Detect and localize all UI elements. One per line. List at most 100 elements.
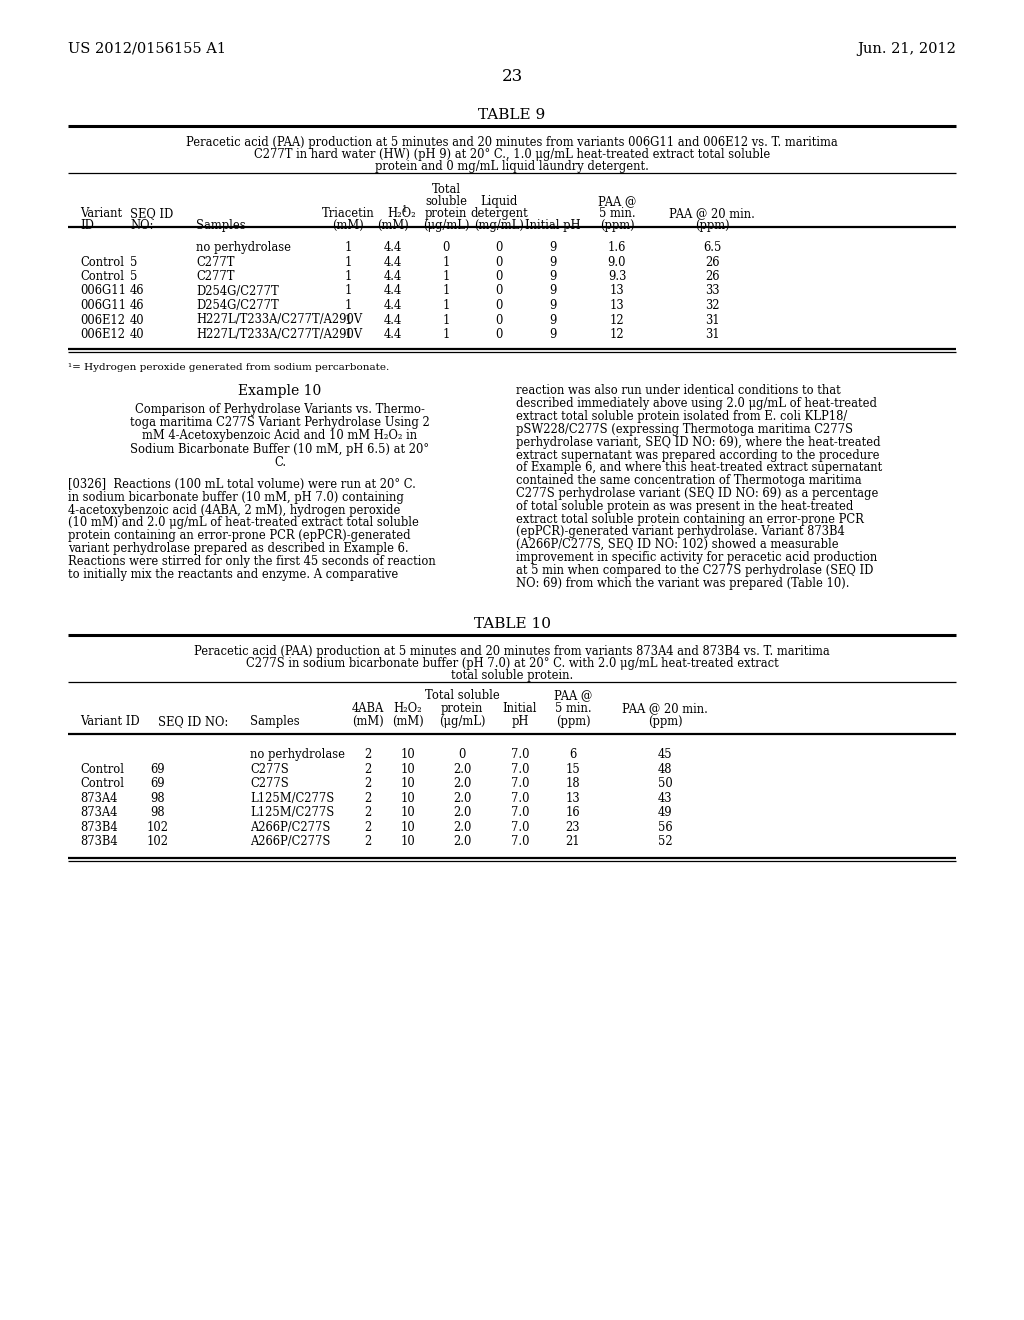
Text: H₂O₂: H₂O₂ (393, 702, 422, 715)
Text: L125M/C277S: L125M/C277S (250, 792, 334, 805)
Text: 13: 13 (609, 300, 625, 312)
Text: (mg/mL): (mg/mL) (474, 219, 524, 232)
Text: no perhydrolase: no perhydrolase (250, 748, 345, 762)
Text: protein: protein (440, 702, 483, 715)
Text: A266P/C277S: A266P/C277S (250, 821, 331, 834)
Text: to initially mix the reactants and enzyme. A comparative: to initially mix the reactants and enzym… (68, 568, 398, 581)
Text: 10: 10 (400, 748, 416, 762)
Text: 31: 31 (705, 327, 719, 341)
Text: protein and 0 mg/mL liquid laundry detergent.: protein and 0 mg/mL liquid laundry deter… (375, 160, 649, 173)
Text: 49: 49 (657, 807, 673, 820)
Text: (mM): (mM) (377, 219, 409, 232)
Text: (μg/mL): (μg/mL) (438, 715, 485, 729)
Text: 873B4: 873B4 (80, 821, 118, 834)
Text: 2: 2 (365, 748, 372, 762)
Text: contained the same concentration of Thermotoga maritima: contained the same concentration of Ther… (516, 474, 861, 487)
Text: C277S perhydrolase variant (SEQ ID NO: 69) as a percentage: C277S perhydrolase variant (SEQ ID NO: 6… (516, 487, 879, 500)
Text: Samples: Samples (250, 715, 300, 729)
Text: L125M/C277S: L125M/C277S (250, 807, 334, 820)
Text: 1: 1 (442, 314, 450, 326)
Text: 69: 69 (151, 777, 165, 791)
Text: H227L/T233A/C277T/A290V: H227L/T233A/C277T/A290V (196, 314, 362, 326)
Text: 32: 32 (705, 300, 719, 312)
Text: ¹= Hydrogen peroxide generated from sodium percarbonate.: ¹= Hydrogen peroxide generated from sodi… (68, 363, 389, 371)
Text: SEQ ID NO:: SEQ ID NO: (158, 715, 228, 729)
Text: 6: 6 (569, 748, 577, 762)
Text: 1: 1 (442, 327, 450, 341)
Text: 10: 10 (400, 777, 416, 791)
Text: 2: 2 (365, 807, 372, 820)
Text: C277S: C277S (250, 777, 289, 791)
Text: 13: 13 (565, 792, 581, 805)
Text: TABLE 10: TABLE 10 (473, 618, 551, 631)
Text: 7.0: 7.0 (511, 807, 529, 820)
Text: 006E12: 006E12 (80, 327, 125, 341)
Text: 4.4: 4.4 (384, 256, 402, 268)
Text: 2.0: 2.0 (453, 777, 471, 791)
Text: 102: 102 (147, 821, 169, 834)
Text: 31: 31 (705, 314, 719, 326)
Text: 4.4: 4.4 (384, 285, 402, 297)
Text: Control: Control (80, 763, 124, 776)
Text: 0: 0 (496, 285, 503, 297)
Text: (ppm): (ppm) (694, 219, 729, 232)
Text: PAA @ 20 min.: PAA @ 20 min. (669, 207, 755, 220)
Text: at 5 min when compared to the C277S perhydrolase (SEQ ID: at 5 min when compared to the C277S perh… (516, 564, 873, 577)
Text: in sodium bicarbonate buffer (10 mM, pH 7.0) containing: in sodium bicarbonate buffer (10 mM, pH … (68, 491, 403, 504)
Text: Jun. 21, 2012: Jun. 21, 2012 (857, 42, 956, 55)
Text: 98: 98 (151, 807, 165, 820)
Text: 12: 12 (609, 327, 625, 341)
Text: 2.0: 2.0 (453, 836, 471, 849)
Text: 102: 102 (147, 836, 169, 849)
Text: 5: 5 (130, 256, 137, 268)
Text: 9: 9 (549, 300, 557, 312)
Text: (epPCR)-generated variant perhydrolase. Variant 873B4: (epPCR)-generated variant perhydrolase. … (516, 525, 845, 539)
Text: 6.5: 6.5 (702, 242, 721, 253)
Text: extract total soluble protein isolated from E. coli KLP18/: extract total soluble protein isolated f… (516, 411, 847, 424)
Text: NO:: NO: (130, 219, 154, 232)
Text: 7.0: 7.0 (511, 777, 529, 791)
Text: Samples: Samples (196, 219, 246, 232)
Text: 10: 10 (400, 821, 416, 834)
Text: 1: 1 (344, 285, 351, 297)
Text: protein containing an error-prone PCR (epPCR)-generated: protein containing an error-prone PCR (e… (68, 529, 411, 543)
Text: 10: 10 (400, 807, 416, 820)
Text: PAA @: PAA @ (554, 689, 592, 702)
Text: [0326]  Reactions (100 mL total volume) were run at 20° C.: [0326] Reactions (100 mL total volume) w… (68, 478, 416, 491)
Text: 2.0: 2.0 (453, 763, 471, 776)
Text: Total soluble: Total soluble (425, 689, 500, 702)
Text: Peracetic acid (PAA) production at 5 minutes and 20 minutes from variants 006G11: Peracetic acid (PAA) production at 5 min… (186, 136, 838, 149)
Text: 26: 26 (705, 271, 719, 282)
Text: 26: 26 (705, 256, 719, 268)
Text: 0: 0 (496, 256, 503, 268)
Text: total soluble protein.: total soluble protein. (451, 669, 573, 682)
Text: Control: Control (80, 777, 124, 791)
Text: 98: 98 (151, 792, 165, 805)
Text: NO: 69) from which the variant was prepared (Table 10).: NO: 69) from which the variant was prepa… (516, 577, 850, 590)
Text: 48: 48 (657, 763, 672, 776)
Text: 1: 1 (344, 327, 351, 341)
Text: Triacetin: Triacetin (322, 207, 375, 220)
Text: Peracetic acid (PAA) production at 5 minutes and 20 minutes from variants 873A4 : Peracetic acid (PAA) production at 5 min… (195, 645, 829, 659)
Text: C277T in hard water (HW) (pH 9) at 20° C., 1.0 μg/mL heat-treated extract total : C277T in hard water (HW) (pH 9) at 20° C… (254, 148, 770, 161)
Text: 7.0: 7.0 (511, 748, 529, 762)
Text: 1: 1 (344, 256, 351, 268)
Text: 46: 46 (130, 300, 144, 312)
Text: 10: 10 (400, 763, 416, 776)
Text: H₂O₂: H₂O₂ (387, 207, 416, 220)
Text: 006G11: 006G11 (80, 285, 126, 297)
Text: extract supernatant was prepared according to the procedure: extract supernatant was prepared accordi… (516, 449, 880, 462)
Text: 006E12: 006E12 (80, 314, 125, 326)
Text: 1: 1 (442, 285, 450, 297)
Text: 7.0: 7.0 (511, 792, 529, 805)
Text: 43: 43 (657, 792, 672, 805)
Text: 15: 15 (565, 763, 581, 776)
Text: 9: 9 (549, 327, 557, 341)
Text: pH: pH (511, 715, 528, 729)
Text: (mM): (mM) (392, 715, 424, 729)
Text: Comparison of Perhydrolase Variants vs. Thermo-: Comparison of Perhydrolase Variants vs. … (135, 403, 425, 416)
Text: improvement in specific activity for peracetic acid production: improvement in specific activity for per… (516, 550, 878, 564)
Text: 2: 2 (365, 763, 372, 776)
Text: 5 min.: 5 min. (555, 702, 591, 715)
Text: 23: 23 (502, 69, 522, 84)
